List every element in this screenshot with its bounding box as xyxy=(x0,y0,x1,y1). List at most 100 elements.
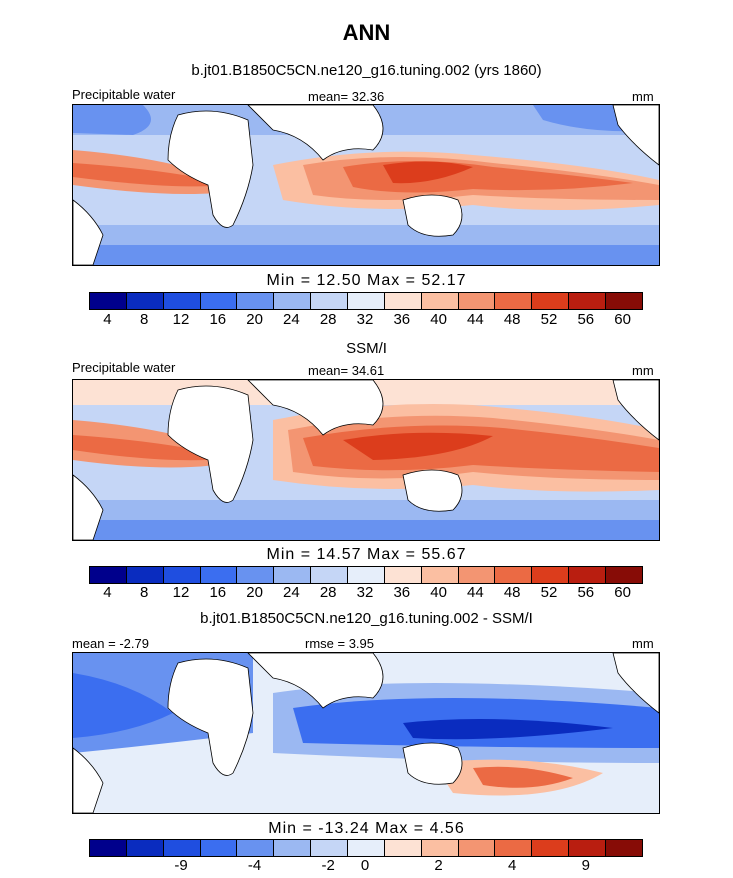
colorbar-tick-label: 48 xyxy=(503,311,521,328)
colorbar-swatch xyxy=(237,293,275,309)
colorbar-swatch xyxy=(384,293,422,309)
colorbar-tick-label: 16 xyxy=(209,584,227,601)
panel-3-map-svg xyxy=(73,653,659,813)
colorbar-swatch xyxy=(606,840,642,856)
colorbar-tick-label: 60 xyxy=(614,584,631,601)
colorbar-swatch xyxy=(348,567,385,583)
colorbar-swatch xyxy=(311,840,349,856)
colorbar-swatch xyxy=(200,293,238,309)
atlantic-warm-core xyxy=(73,435,233,461)
colorbar-swatch xyxy=(311,567,349,583)
south-cold-band xyxy=(73,245,659,265)
colorbar-swatch xyxy=(90,840,127,856)
panel-1-variable-label: Precipitable water xyxy=(72,87,176,102)
panel-2-map xyxy=(72,379,660,541)
colorbar-swatch xyxy=(126,293,164,309)
colorbar-tick-label: 56 xyxy=(577,584,595,601)
colorbar-tick-label: 28 xyxy=(319,584,337,601)
panel-3-colorbar-ticks: -9 -4 -2 0 2 4 9 xyxy=(89,857,641,875)
colorbar-tick-label: 4 xyxy=(103,311,112,328)
colorbar-swatch xyxy=(90,567,127,583)
south-america-landmass xyxy=(73,199,104,265)
australia-landmass xyxy=(402,194,463,237)
colorbar-swatch xyxy=(569,293,607,309)
africa-landmass xyxy=(167,658,254,776)
colorbar-swatch xyxy=(200,840,238,856)
asia-landmass xyxy=(247,653,384,709)
panel-1-colorbar xyxy=(89,292,643,310)
north-america-landmass xyxy=(612,380,659,441)
colorbar-tick-label: 48 xyxy=(503,584,521,601)
colorbar-tick-label: 52 xyxy=(540,584,558,601)
south-pacific-moist-core xyxy=(473,766,573,788)
colorbar-swatch xyxy=(348,840,385,856)
colorbar-swatch xyxy=(274,293,312,309)
asia-landmass xyxy=(247,105,384,161)
colorbar-swatch xyxy=(384,840,422,856)
panel-3-colorbar xyxy=(89,839,643,857)
colorbar-tick-label: 36 xyxy=(393,311,411,328)
africa-landmass xyxy=(167,110,254,228)
south-america-landmass xyxy=(73,474,104,540)
colorbar-tick-label: 32 xyxy=(356,584,374,601)
panel-1-map-svg xyxy=(73,105,659,265)
panel-3-mean-label: mean = -2.79 xyxy=(72,636,149,651)
colorbar-tick-label: 44 xyxy=(467,584,484,601)
colorbar-swatch xyxy=(569,840,607,856)
colorbar-tick-label: 12 xyxy=(172,584,190,601)
panel-2-colorbar xyxy=(89,566,643,584)
panel-1-subtitle: b.jt01.B1850C5CN.ne120_g16.tuning.002 (y… xyxy=(191,62,542,79)
colorbar-tick-label: 12 xyxy=(172,311,190,328)
colorbar-swatch xyxy=(495,293,533,309)
panel-2-units-label: mm xyxy=(632,363,654,378)
colorbar-tick-label: -4 xyxy=(247,857,262,874)
colorbar-swatch xyxy=(237,840,275,856)
colorbar-tick-label: 20 xyxy=(246,584,263,601)
panel-2-colorbar-ticks: 4 8 12 16 20 24 28 32 36 40 44 48 52 56 60 xyxy=(89,584,641,602)
colorbar-swatch xyxy=(311,293,349,309)
colorbar-swatch xyxy=(274,840,312,856)
panel-1-colorbar-ticks: 4 8 12 16 20 24 28 32 36 40 44 48 52 56 60 xyxy=(89,311,641,329)
colorbar-tick-label: 56 xyxy=(577,311,595,328)
colorbar-tick-label: 2 xyxy=(434,857,443,874)
colorbar-swatch xyxy=(421,840,459,856)
panel-2-subtitle: SSM/I xyxy=(346,340,387,357)
panel-3-minmax: Min = -13.24 Max = 4.56 xyxy=(268,820,465,837)
colorbar-swatch xyxy=(274,567,312,583)
australia-landmass xyxy=(402,469,463,512)
colorbar-swatch xyxy=(532,840,570,856)
panel-2-minmax: Min = 14.57 Max = 55.67 xyxy=(266,546,467,563)
asia-landmass xyxy=(247,380,384,436)
warm-pool-core xyxy=(343,432,493,460)
colorbar-tick-label: 32 xyxy=(356,311,374,328)
colorbar-swatch xyxy=(569,567,607,583)
panel-1-mean-label: mean= 32.36 xyxy=(308,89,385,104)
colorbar-tick-label: 44 xyxy=(467,311,484,328)
colorbar-swatch xyxy=(126,567,164,583)
panel-3-map xyxy=(72,652,660,814)
panel-3-units-label: mm xyxy=(632,636,654,651)
colorbar-swatch xyxy=(90,293,127,309)
colorbar-swatch xyxy=(421,293,459,309)
panel-2-variable-label: Precipitable water xyxy=(72,360,176,375)
colorbar-tick-label: 8 xyxy=(140,311,149,328)
colorbar-swatch xyxy=(495,567,533,583)
colorbar-swatch xyxy=(606,567,642,583)
africa-landmass xyxy=(167,385,254,503)
panel-2-map-svg xyxy=(73,380,659,540)
south-cold-band xyxy=(73,520,659,540)
colorbar-tick-label: 8 xyxy=(140,584,149,601)
colorbar-swatch xyxy=(163,567,201,583)
colorbar-swatch xyxy=(348,293,385,309)
pacific-dry-core xyxy=(403,719,613,740)
colorbar-swatch xyxy=(200,567,238,583)
colorbar-tick-label: 60 xyxy=(614,311,631,328)
colorbar-swatch xyxy=(384,567,422,583)
colorbar-tick-label: 40 xyxy=(430,311,447,328)
colorbar-swatch xyxy=(458,567,496,583)
panel-2-mean-label: mean= 34.61 xyxy=(308,363,385,378)
colorbar-tick-label: 16 xyxy=(209,311,227,328)
colorbar-tick-label: -2 xyxy=(321,857,335,874)
colorbar-swatch xyxy=(126,840,164,856)
atlantic-warm-core xyxy=(73,163,233,187)
